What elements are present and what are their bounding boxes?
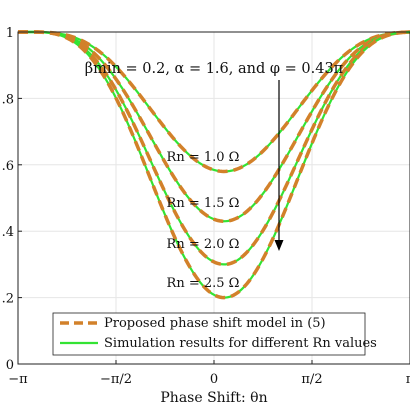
curve-label-4: Rn = 2.5 Ω [167, 276, 240, 291]
legend-box [52, 312, 366, 356]
y-tick-label: 1 [6, 26, 14, 41]
x-tick-label: −π [8, 372, 28, 387]
y-tick-label: .4 [2, 225, 14, 240]
curve-label-2: Rn = 1.5 Ω [167, 196, 240, 211]
model-line-2 [17, 30, 410, 223]
model-line-4 [17, 30, 410, 300]
ticks: −π −π/2 0 π/2 π 0 .2 .4 .6 .8 1 [2, 26, 410, 387]
y-tick-label: .2 [2, 292, 14, 307]
x-tick-label: 0 [210, 372, 218, 387]
legend: Proposed phase shift model in (5) Simula… [52, 312, 377, 356]
x-axis-label: Phase Shift: θn [160, 390, 267, 406]
y-tick-label: 0 [6, 358, 14, 373]
x-tick-label: π/2 [301, 372, 322, 387]
legend-simulation-label: Simulation results for different Rn valu… [104, 336, 377, 351]
annotation-arrowhead [274, 240, 284, 251]
x-tick-label: π [406, 372, 410, 387]
x-tick-label: −π/2 [100, 372, 132, 387]
parameter-annotation: βmin = 0.2, α = 1.6, and φ = 0.43π [85, 61, 343, 77]
y-tick-label: .6 [2, 159, 14, 174]
legend-model-label: Proposed phase shift model in (5) [104, 316, 326, 331]
curves [17, 30, 410, 300]
model-line-1 [17, 30, 410, 174]
y-tick-label: .8 [2, 92, 14, 107]
curve-label-3: Rn = 2.0 Ω [167, 237, 240, 252]
curve-label-1: Rn = 1.0 Ω [167, 150, 240, 165]
